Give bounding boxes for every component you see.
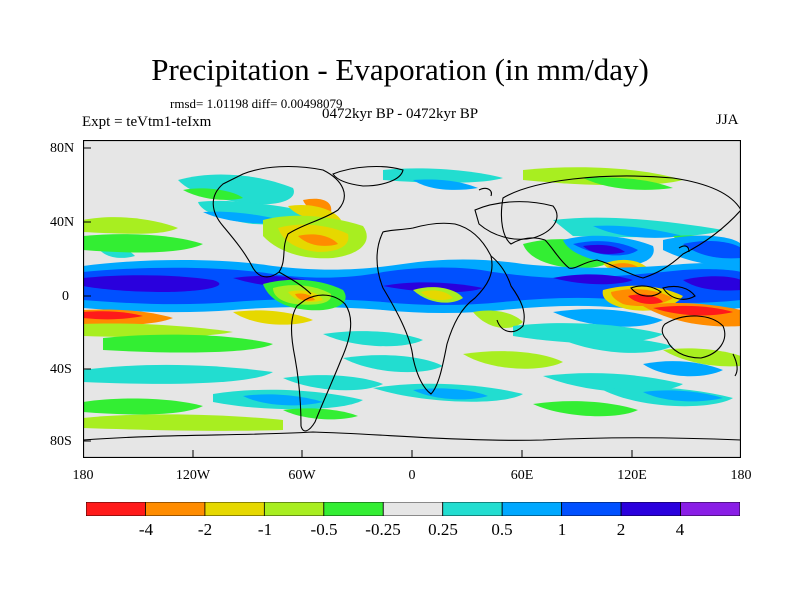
colorbar-label: 2: [616, 520, 626, 539]
coastlines: [83, 165, 741, 441]
lat-label-80n: 80N: [50, 141, 75, 156]
colorbar-box: [680, 502, 740, 516]
lon-label-120w: 120W: [175, 468, 211, 483]
colorbar-label: -2: [197, 520, 213, 539]
colorbar-label: -4: [138, 520, 154, 539]
colorbar-label: 1: [557, 520, 567, 539]
colorbar-label: 0.5: [491, 520, 513, 539]
colorbar-label: 4: [675, 520, 685, 539]
lat-label-eq: 0: [62, 289, 69, 304]
lon-label-120e: 120E: [617, 468, 647, 483]
colorbar: [86, 502, 740, 516]
lat-label-40s: 40S: [50, 362, 72, 377]
colorbar-box: [561, 502, 622, 516]
axis-ticks: [83, 147, 633, 458]
colorbar-label: -0.25: [365, 520, 401, 539]
colorbar-box: [501, 502, 563, 516]
experiment-label: Expt = teVtm1-teIxm: [82, 114, 212, 130]
precip-fields: [83, 167, 741, 431]
map-title: Precipitation - Evaporation (in mm/day): [151, 52, 649, 87]
colorbar-label: -1: [257, 520, 273, 539]
season-label: JJA: [716, 112, 739, 128]
colorbar-box: [382, 502, 444, 516]
lon-label-180e: 180: [730, 468, 752, 483]
colorbar-box: [620, 502, 681, 516]
colorbar-box: [442, 502, 503, 516]
colorbar-box: [323, 502, 384, 516]
colorbar-box: [145, 502, 206, 516]
stats-text: rmsd= 1.01198 diff= 0.00498079: [170, 96, 343, 111]
colorbar-label: 0.25: [428, 520, 458, 539]
pe-map: [83, 140, 741, 458]
lon-label-60e: 60E: [510, 468, 534, 483]
lat-label-40n: 40N: [50, 215, 75, 230]
lon-label-0: 0: [408, 468, 416, 483]
colorbar-box: [263, 502, 325, 516]
colorbar-box: [204, 502, 265, 516]
colorbar-label: -0.5: [310, 520, 338, 539]
lon-label-180w: 180: [72, 468, 94, 483]
period-text: 0472kyr BP - 0472kyr BP: [322, 106, 479, 122]
lon-label-60w: 60W: [288, 468, 316, 483]
colorbar-box: [86, 502, 146, 516]
lat-label-80s: 80S: [50, 434, 72, 449]
